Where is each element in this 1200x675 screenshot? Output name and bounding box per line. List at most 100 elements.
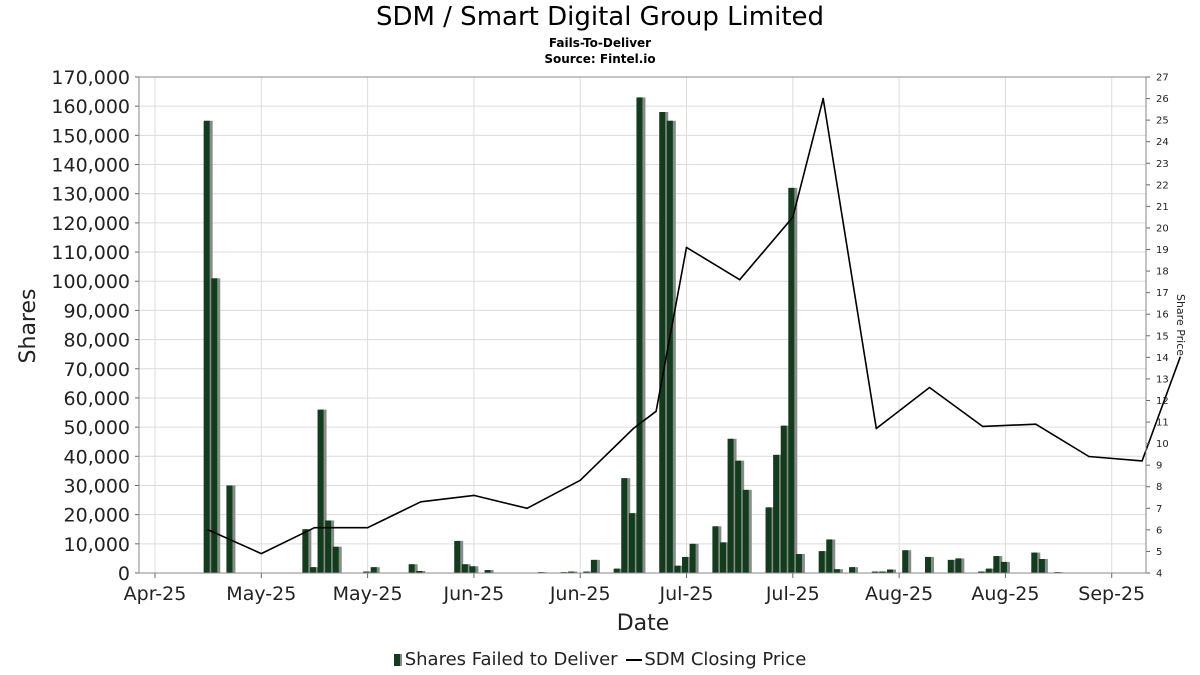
bar	[682, 556, 689, 573]
y-tick-label: 60,000	[64, 388, 130, 410]
y-tick-label: 120,000	[51, 213, 130, 235]
price-point	[1034, 423, 1037, 426]
bar	[203, 120, 210, 573]
x-tick-label: Jun-25	[549, 583, 611, 605]
bar	[226, 485, 233, 573]
y-tick-label: 30,000	[64, 475, 130, 497]
y-tick-label: 70,000	[64, 359, 130, 381]
x-tick-label: Sep-25	[1078, 583, 1145, 605]
bar	[325, 520, 332, 573]
y-tick-label: 20,000	[64, 505, 130, 527]
bar	[947, 559, 954, 573]
bar	[416, 570, 423, 573]
price-point	[655, 410, 657, 413]
bar	[484, 570, 491, 573]
price-point	[981, 425, 984, 428]
bar	[302, 529, 309, 573]
bar	[742, 489, 749, 573]
bar	[887, 569, 894, 573]
price-point	[685, 246, 688, 249]
bar	[833, 569, 840, 573]
legend-label-price: SDM Closing Price	[644, 648, 807, 670]
bar	[955, 558, 962, 573]
x-tick-label: May-25	[226, 583, 296, 605]
x-tick-label: Jun-25	[443, 583, 505, 605]
bar	[636, 97, 643, 574]
y-tick-label: 90,000	[64, 300, 130, 322]
bar	[993, 556, 1000, 573]
chart-subtitle: Fails-To-Deliver	[548, 36, 652, 50]
bar	[978, 571, 985, 573]
y2-tick-label: 18	[1156, 267, 1169, 278]
price-point	[260, 552, 263, 555]
y-tick-label: 160,000	[51, 96, 130, 118]
bar	[211, 278, 218, 573]
bar	[621, 478, 628, 573]
x-tick-label: Aug-25	[865, 583, 933, 605]
bar	[727, 438, 734, 573]
y-tick-label: 110,000	[51, 242, 130, 264]
bar	[590, 559, 597, 573]
y-tick-label: 10,000	[64, 534, 130, 556]
y-tick-label: 170,000	[51, 67, 130, 89]
y2-tick-label: 27	[1156, 73, 1169, 84]
bar	[719, 542, 726, 573]
axis-layer: 0 10,000 20,000 30,000 40,000 50,000 60,000 70,…	[51, 67, 1168, 605]
price-point	[313, 526, 316, 529]
bar-layer	[203, 97, 1064, 574]
bar	[363, 571, 370, 573]
bar	[1031, 552, 1038, 573]
x-tick-label: Aug-25	[971, 583, 1039, 605]
legend-bar-swatch	[393, 653, 402, 666]
price-point	[419, 501, 422, 503]
bar	[902, 550, 909, 573]
price-point	[1179, 356, 1181, 359]
price-point	[1088, 455, 1090, 458]
bar	[765, 507, 772, 573]
chart-source: Source: Fintel.io	[544, 52, 656, 66]
bar	[659, 112, 666, 573]
bar	[788, 187, 795, 573]
y2-tick-label: 16	[1156, 310, 1169, 321]
bar	[871, 571, 878, 573]
y-tick-label: 140,000	[51, 155, 130, 177]
bar	[370, 567, 377, 573]
bar	[461, 564, 468, 573]
y2-tick-label: 20	[1156, 223, 1169, 234]
x-tick-label: Jul-25	[765, 583, 820, 605]
bar	[568, 571, 575, 573]
price-point	[928, 386, 931, 389]
y2-tick-label: 4	[1156, 569, 1162, 580]
y2-tick-label: 25	[1156, 116, 1169, 127]
y2-tick-label: 19	[1156, 245, 1169, 256]
y2-tick-label: 23	[1156, 159, 1169, 170]
bar	[773, 454, 780, 573]
bar	[712, 526, 719, 573]
bar	[666, 120, 673, 573]
chart-title: SDM / Smart Digital Group Limited	[375, 2, 825, 32]
bar	[613, 568, 620, 573]
y2-tick-label: 22	[1156, 180, 1169, 191]
y2-tick-label: 17	[1156, 288, 1169, 299]
price-point	[526, 507, 528, 510]
y-tick-label: 0	[118, 563, 130, 585]
legend-item-ftd: Shares Failed to Deliver	[393, 649, 618, 670]
y-tick-label: 80,000	[64, 330, 130, 352]
bar	[317, 409, 324, 573]
price-point	[366, 526, 369, 529]
y-tick-label: 150,000	[51, 125, 130, 147]
legend-line-swatch	[626, 658, 643, 661]
bar	[735, 460, 742, 573]
y2-axis-title: Share Price	[1174, 294, 1187, 356]
y2-tick-label: 21	[1156, 202, 1169, 213]
y-tick-label: 50,000	[64, 417, 130, 439]
bar	[674, 565, 681, 573]
bar	[408, 564, 415, 573]
legend-item-price: SDM Closing Price	[623, 649, 806, 670]
bar	[1038, 558, 1045, 573]
y2-tick-label: 13	[1156, 374, 1169, 385]
bar	[689, 543, 696, 573]
x-axis-title: Date	[617, 611, 670, 636]
y-tick-label: 100,000	[51, 271, 130, 293]
